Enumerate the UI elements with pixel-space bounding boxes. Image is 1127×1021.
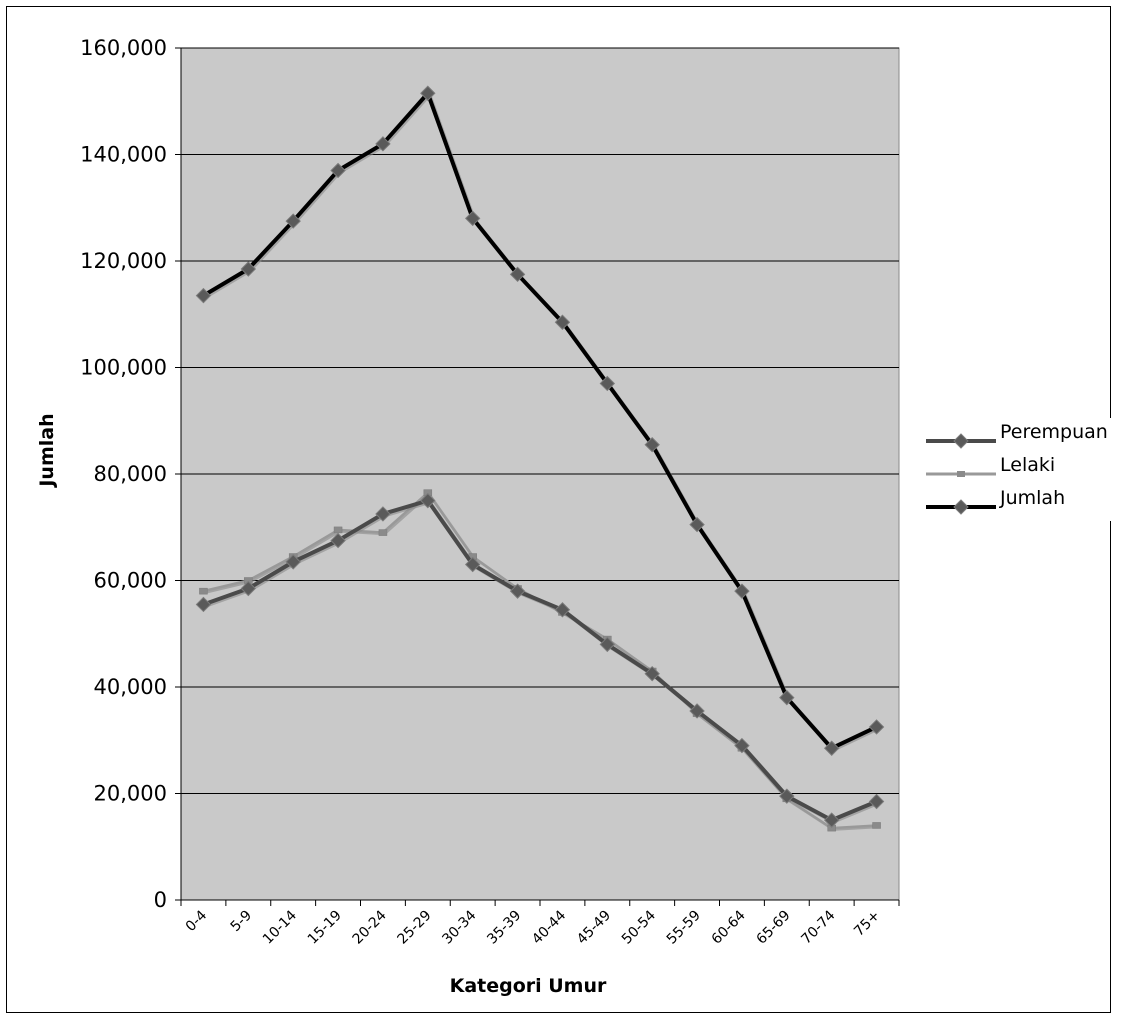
x-tick-label: 40-44 [529,907,569,947]
x-tick-label: 65-69 [754,908,794,948]
data-point-perempuan [509,583,526,599]
x-tick-label: 5-9 [228,908,255,935]
legend-marker-lelaki [957,471,965,477]
x-axis-title: Kategori Umur [450,975,607,997]
y-tick-label: 120,000 [80,249,167,273]
data-point-perempuan [330,532,346,549]
data-point-perempuan [285,554,301,570]
legend-marker-jumlah [953,499,969,515]
data-point-lelaki [333,526,343,534]
data-point-perempuan [644,665,660,682]
data-point-jumlah [599,375,616,392]
y-tick-label: 160,000 [80,36,167,60]
data-point-perempuan [823,812,840,828]
data-point-perempuan [195,596,212,613]
data-point-jumlah [823,740,840,756]
data-point-jumlah [734,583,750,599]
data-point-perempuan [734,737,750,754]
data-point-jumlah [464,210,481,227]
data-point-perempuan [868,793,885,810]
data-point-jumlah [554,314,571,330]
data-point-jumlah [644,437,660,453]
x-tick-label: 35-39 [484,908,524,948]
y-axis-ticks: 0 20,000 40,000 60,000 80,000 100,000 120,000 1… [80,36,181,912]
y-tick-label: 0 [154,888,167,912]
x-axis-ticks: 0-4 5-9 10-14 15-19 20-24 25-29 30-34 35-39 40-4… [180,900,900,948]
y-tick-label: 100,000 [80,356,167,380]
series-line-perempuan [202,498,878,823]
data-point-jumlah [509,266,526,283]
legend-label-lelaki: Lelaki [1000,454,1055,476]
data-point-lelaki [872,822,881,829]
legend-label-jumlah: Jumlah [999,487,1065,509]
data-point-perempuan [420,492,436,509]
data-point-perempuan [779,788,795,804]
data-point-perempuan [554,602,571,618]
legend: Perempuan Lelaki Jumlah [922,418,1119,521]
y-tick-label: 140,000 [80,143,167,167]
y-tick-label: 40,000 [94,675,167,699]
data-point-jumlah [375,136,391,152]
data-point-perempuan [599,636,616,653]
series-group [195,85,885,832]
x-tick-label: 45-49 [574,908,614,948]
data-point-jumlah [240,261,257,277]
y-tick-label: 80,000 [94,462,167,486]
x-tick-label: 15-19 [305,908,345,948]
x-tick-label: 20-24 [350,907,390,947]
x-tick-label: 55-59 [664,908,704,948]
x-tick-label: 30-34 [439,907,479,947]
legend-marker-perempuan [953,433,969,449]
data-point-jumlah [420,85,436,101]
gridlines [181,47,899,794]
data-point-jumlah [330,162,346,179]
data-point-jumlah [868,719,885,735]
x-tick-label: 50-54 [619,907,659,947]
data-point-jumlah [195,287,212,304]
data-point-lelaki [199,587,208,595]
y-tick-label: 60,000 [94,569,167,593]
data-point-lelaki [378,529,388,536]
x-tick-label: 70-74 [798,907,838,947]
x-tick-label: 0-4 [183,907,211,935]
x-tick-label: 25-29 [395,908,435,948]
data-point-perempuan [375,506,391,522]
y-axis-title: Jumlah [36,413,58,488]
x-tick-label: 60-64 [709,907,749,947]
data-point-perempuan [689,703,705,719]
data-point-perempuan [240,580,257,597]
data-point-jumlah [285,213,301,229]
data-point-perempuan [464,556,481,573]
x-tick-label: 10-14 [260,907,300,947]
x-tick-label: 75+ [851,908,883,940]
data-point-jumlah [779,689,795,706]
legend-box [922,418,1119,521]
legend-label-perempuan: Perempuan [1000,421,1108,443]
series-line-jumlah [202,91,878,751]
y-tick-label: 20,000 [94,782,167,806]
data-point-jumlah [689,516,705,533]
